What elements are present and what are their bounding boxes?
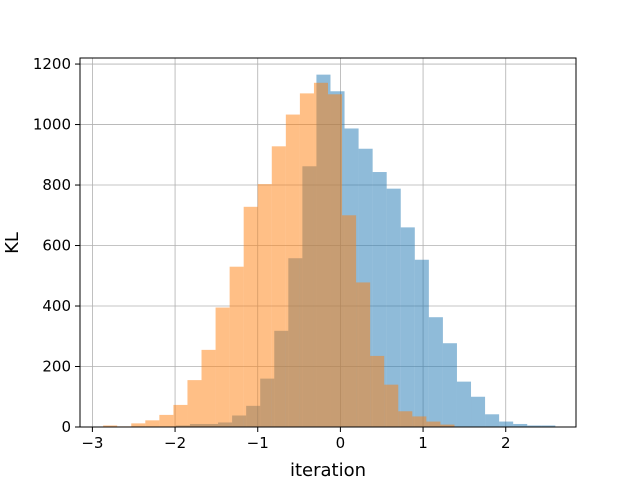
x-tick-label: −2	[164, 434, 186, 452]
x-tick-label: 1	[418, 434, 428, 452]
y-tick-label: 600	[42, 237, 71, 255]
histogram-bar-series-1	[456, 381, 472, 427]
histogram-bar-series-2	[229, 266, 244, 427]
histogram-bar-series-2	[328, 94, 343, 428]
histogram-bar-series-2	[440, 424, 455, 427]
histogram-bar-series-1	[541, 425, 556, 427]
histogram-bar-series-2	[356, 282, 371, 427]
histogram-bar-series-1	[499, 421, 514, 427]
plot-frame	[79, 57, 577, 428]
histogram-bar-series-2	[187, 380, 202, 427]
histogram-bar-series-2	[285, 114, 300, 427]
histogram-bar-series-2	[257, 184, 272, 427]
histogram-bar-series-2	[299, 93, 314, 428]
histogram-bar-series-2	[215, 307, 230, 427]
histogram-bar-series-2	[103, 425, 118, 427]
y-tick-label: 200	[42, 358, 71, 376]
x-tick-label: −1	[247, 434, 269, 452]
histogram-bar-series-2	[412, 416, 427, 427]
axis-ticks: −3 −2 −1 0 1 2 0 200 400 600 800 1000 1200	[33, 55, 511, 452]
histogram-bar-series-2	[243, 206, 258, 427]
histogram-bar-series-2	[145, 420, 160, 427]
histogram-bar-series-1	[485, 414, 500, 427]
y-tick-label: 0	[61, 418, 71, 436]
grid	[80, 58, 576, 428]
histogram-bar-series-2	[384, 384, 399, 427]
histogram-bar-series-1	[386, 188, 401, 427]
histogram-bar-series-2	[271, 146, 286, 427]
histogram-bar-series-2	[398, 411, 413, 427]
histogram-bar-series-1	[527, 425, 542, 427]
histogram-bar-series-1	[400, 227, 415, 427]
y-tick-label: 400	[42, 297, 71, 315]
y-tick-label: 800	[42, 176, 71, 194]
histogram-bar-series-1	[442, 343, 457, 427]
histogram-bar-series-2	[426, 421, 441, 427]
y-axis-label: KL	[2, 232, 23, 254]
histogram-bar-series-2	[370, 355, 385, 427]
histogram-bar-series-1	[414, 259, 429, 427]
histogram-bars	[103, 74, 556, 428]
x-tick-label: 2	[501, 434, 511, 452]
histogram-bar-series-2	[173, 404, 188, 427]
histogram-bar-series-1	[428, 317, 443, 427]
x-tick-label: 0	[336, 434, 346, 452]
histogram-bar-series-2	[159, 414, 174, 427]
y-tick-label: 1200	[33, 55, 71, 73]
histogram-bar-series-2	[342, 215, 357, 427]
histogram-bar-series-2	[201, 349, 216, 427]
histogram-bar-series-2	[313, 82, 328, 427]
histogram-bar-series-1	[471, 396, 486, 427]
x-axis-label: iteration	[290, 460, 366, 480]
histogram-bar-series-2	[131, 423, 146, 427]
y-tick-label: 1000	[33, 116, 71, 134]
histogram-bar-series-1	[513, 423, 528, 427]
x-tick-label: −3	[81, 434, 103, 452]
